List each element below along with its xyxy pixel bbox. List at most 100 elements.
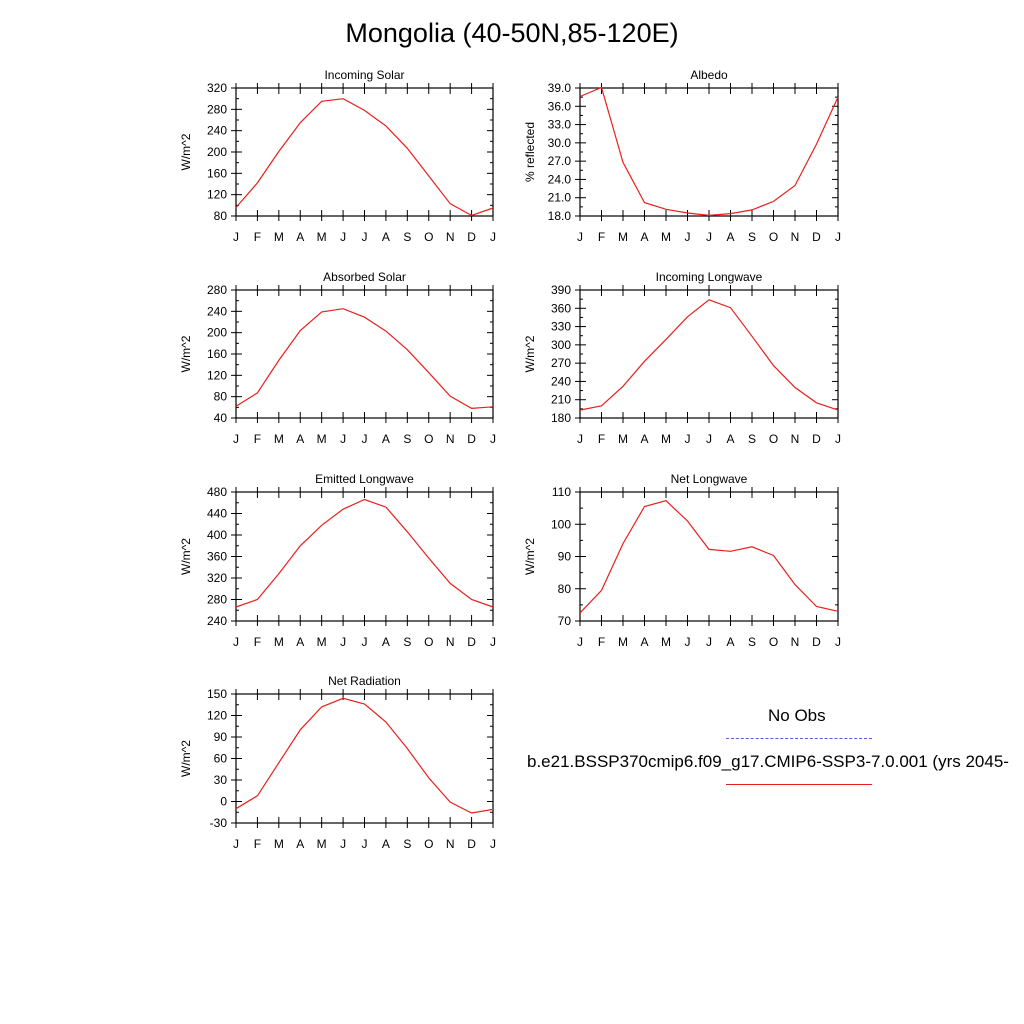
x-tick-label: O: [424, 432, 433, 446]
y-tick-label: 70: [558, 614, 572, 628]
x-tick-label: O: [769, 230, 778, 244]
x-tick-label: M: [274, 635, 284, 649]
x-tick-label: D: [812, 432, 821, 446]
chart-title: Net Radiation: [328, 674, 401, 688]
x-tick-label: J: [706, 635, 712, 649]
chart-panel: Incoming Solar W/m^2 80 120 160 200 240 280 320 J…: [179, 68, 496, 244]
x-tick-label: A: [726, 432, 734, 446]
x-tick-label: A: [382, 432, 390, 446]
x-tick-label: D: [467, 432, 476, 446]
x-tick-label: S: [403, 230, 411, 244]
y-tick-label: 24.0: [548, 172, 572, 186]
y-tick-label: 30.0: [548, 136, 572, 150]
x-tick-label: A: [640, 635, 648, 649]
x-tick-label: J: [577, 635, 583, 649]
chart-panel: Albedo % reflected 18.0 21.0 24.0 27.0 30.0 33.…: [523, 68, 841, 244]
series-line: [235, 308, 494, 410]
y-tick-label: 39.0: [548, 81, 572, 95]
x-tick-label: M: [661, 432, 671, 446]
y-tick-label: 80: [214, 209, 228, 223]
x-tick-label: J: [233, 432, 239, 446]
y-tick-label: 160: [207, 347, 227, 361]
x-tick-label: M: [618, 230, 628, 244]
y-tick-label: 280: [207, 102, 227, 116]
x-tick-label: J: [490, 230, 496, 244]
y-axis-label: W/m^2: [179, 538, 193, 575]
x-tick-label: A: [382, 230, 390, 244]
x-tick-label: J: [362, 230, 368, 244]
x-tick-label: A: [640, 230, 648, 244]
x-tick-label: A: [726, 230, 734, 244]
y-tick-label: 240: [551, 374, 571, 388]
y-tick-label: 40: [214, 411, 228, 425]
x-tick-label: J: [233, 837, 239, 851]
y-tick-label: 90: [214, 730, 228, 744]
x-tick-label: A: [296, 230, 304, 244]
x-tick-label: A: [296, 432, 304, 446]
x-tick-label: J: [340, 230, 346, 244]
x-tick-label: O: [424, 230, 433, 244]
y-axis-label: W/m^2: [179, 740, 193, 777]
y-tick-label: 0: [220, 795, 227, 809]
chart-title: Net Longwave: [671, 472, 748, 486]
y-tick-label: 180: [551, 411, 571, 425]
x-tick-label: J: [685, 230, 691, 244]
y-axis-label: W/m^2: [523, 335, 537, 372]
series-line: [235, 498, 494, 608]
x-tick-label: A: [382, 837, 390, 851]
y-tick-label: 330: [551, 320, 571, 334]
x-tick-label: M: [317, 432, 327, 446]
x-tick-label: O: [769, 432, 778, 446]
chart-title: Emitted Longwave: [315, 472, 414, 486]
x-tick-label: M: [274, 837, 284, 851]
y-tick-label: 280: [207, 593, 227, 607]
x-tick-label: S: [748, 635, 756, 649]
x-tick-label: N: [446, 837, 455, 851]
chart-title: Incoming Solar: [324, 68, 404, 82]
x-tick-label: F: [254, 635, 261, 649]
x-tick-label: J: [685, 635, 691, 649]
x-tick-label: J: [835, 230, 841, 244]
y-tick-label: 360: [207, 550, 227, 564]
x-tick-label: M: [661, 230, 671, 244]
y-tick-label: 100: [551, 517, 571, 531]
plot-frame: [235, 491, 494, 622]
y-tick-label: 280: [207, 283, 227, 297]
x-tick-label: D: [467, 837, 476, 851]
y-tick-label: 320: [207, 81, 227, 95]
x-tick-label: N: [791, 432, 800, 446]
y-tick-label: -30: [210, 816, 228, 830]
y-tick-label: 240: [207, 304, 227, 318]
x-tick-label: J: [340, 432, 346, 446]
y-axis-label: W/m^2: [179, 335, 193, 372]
series-line: [579, 86, 839, 217]
x-tick-label: A: [726, 635, 734, 649]
x-tick-label: J: [706, 230, 712, 244]
y-tick-label: 400: [207, 528, 227, 542]
x-tick-label: M: [274, 432, 284, 446]
y-tick-label: 200: [207, 326, 227, 340]
x-tick-label: M: [317, 230, 327, 244]
plot-frame: [579, 491, 839, 622]
x-tick-label: J: [490, 837, 496, 851]
y-tick-label: 200: [207, 145, 227, 159]
y-tick-label: 18.0: [548, 209, 572, 223]
x-tick-label: J: [362, 432, 368, 446]
y-tick-label: 120: [207, 709, 227, 723]
x-tick-label: N: [791, 635, 800, 649]
chart-title: Incoming Longwave: [656, 270, 763, 284]
x-tick-label: D: [467, 635, 476, 649]
y-tick-label: 120: [207, 188, 227, 202]
y-axis-label: W/m^2: [179, 133, 193, 170]
y-tick-label: 150: [207, 687, 227, 701]
chart-panel: Emitted Longwave W/m^2 240 280 320 360 400 440 4…: [179, 472, 496, 649]
y-tick-label: 390: [551, 283, 571, 297]
x-tick-label: A: [296, 635, 304, 649]
chart-title: Absorbed Solar: [323, 270, 406, 284]
x-tick-label: F: [598, 432, 605, 446]
x-tick-label: J: [835, 432, 841, 446]
x-tick-label: J: [835, 635, 841, 649]
x-tick-label: M: [618, 635, 628, 649]
